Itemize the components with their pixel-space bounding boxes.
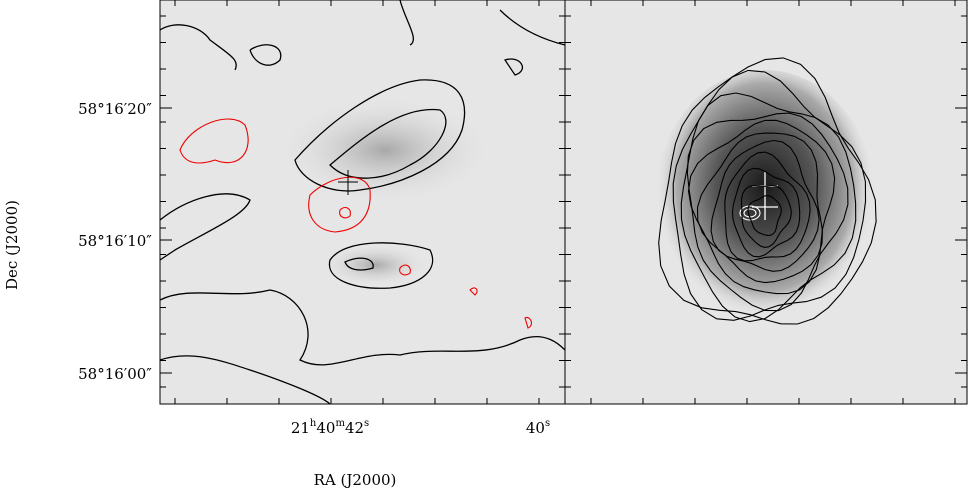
contour: [329, 108, 447, 179]
y-axis-label: Dec (J2000): [3, 200, 21, 290]
contour: [159, 0, 566, 76]
red-contour: [399, 264, 532, 329]
emission: [275, 95, 495, 205]
red-contour: [339, 207, 351, 219]
contour: [159, 289, 566, 405]
y-tick-label: 58°16′00″: [78, 365, 152, 383]
contour: [724, 151, 811, 262]
contour: [747, 195, 782, 236]
contour: [686, 112, 849, 312]
contour: [159, 193, 251, 261]
contour: [672, 69, 867, 321]
emission: [320, 243, 430, 287]
y-tick-label: 58°16′20″: [78, 100, 152, 118]
x-tick-label: 40s: [526, 418, 550, 437]
red-contour: [308, 176, 371, 233]
contour: [344, 257, 374, 271]
contour: [731, 167, 801, 258]
x-axis-label: RA (J2000): [314, 471, 397, 489]
white-contour: [739, 205, 761, 221]
contour: [740, 184, 792, 248]
red-contour: [179, 118, 249, 164]
x-tick-label: 21h40m42s: [291, 418, 369, 437]
contour: [294, 79, 466, 192]
contour: [687, 119, 836, 295]
contour: [658, 57, 877, 325]
contour: [680, 92, 857, 323]
right-panel: [565, 0, 967, 404]
ticks: [160, 0, 967, 404]
contour: [328, 242, 434, 289]
y-tick-label: 58°16′10″: [78, 232, 152, 250]
contour: [696, 132, 823, 284]
left-panel: [159, 0, 566, 405]
contour: [710, 139, 820, 272]
